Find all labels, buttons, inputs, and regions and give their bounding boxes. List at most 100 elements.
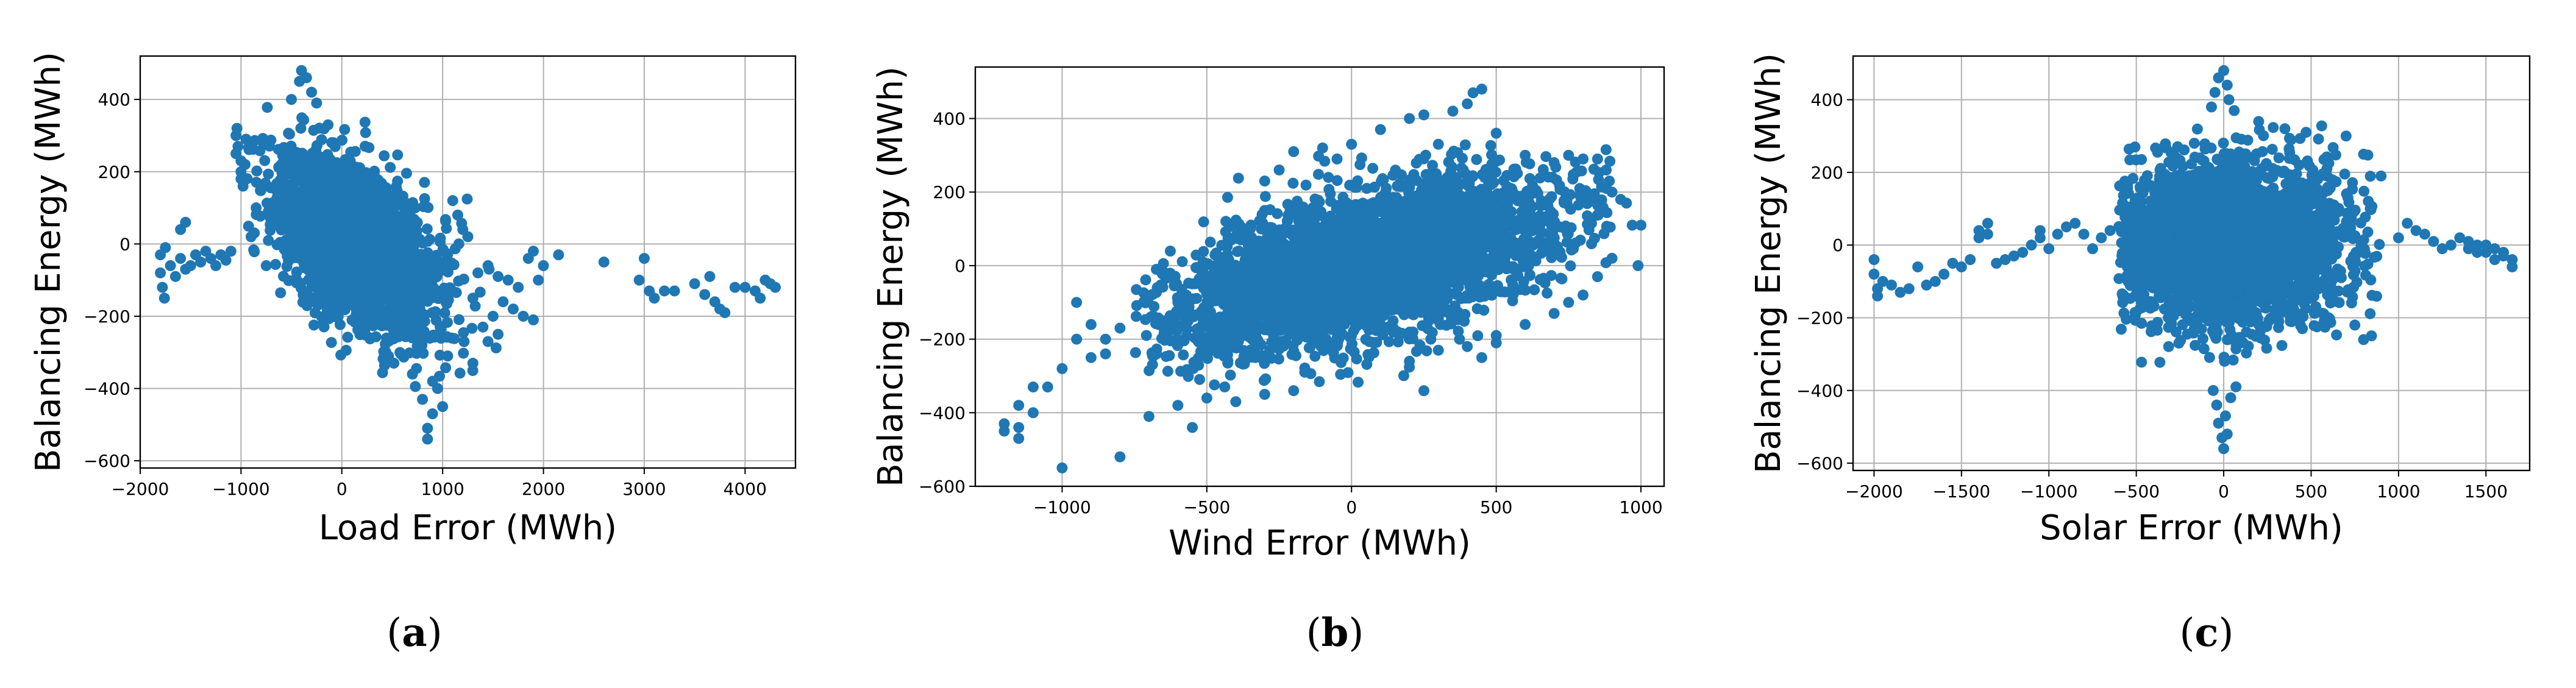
y-axis-label: Balancing Energy (MWh) (29, 52, 68, 472)
scatter-point (318, 315, 329, 327)
scatter-point (454, 314, 465, 325)
scatter-point (649, 293, 660, 304)
scatter-point (1164, 246, 1176, 257)
scatter-point (392, 270, 404, 282)
scatter-point (251, 177, 262, 188)
scatter-point (375, 282, 386, 293)
scatter-point (259, 155, 271, 166)
scatter-point (497, 296, 509, 308)
scatter-point (421, 223, 433, 235)
scatter-point (1144, 365, 1155, 377)
scatter-point (294, 163, 306, 175)
scatter-point (404, 347, 415, 359)
scatter-point (513, 282, 524, 293)
scatter-point (659, 285, 670, 297)
scatter-point (413, 289, 424, 301)
scatter-point (453, 275, 464, 287)
data-points (155, 65, 781, 445)
scatter-point (1209, 379, 1220, 391)
scatter-point (392, 196, 404, 207)
scatter-point (482, 336, 494, 347)
scatter-point (210, 260, 222, 271)
scatter-point (407, 197, 419, 208)
scatter-point (431, 271, 443, 283)
chart-panel-a: −2000 −1000 0 1000 2000 3000 4000 −600 −400 −200 0… (0, 0, 853, 688)
scatter-point (232, 141, 244, 152)
scatter-point (430, 257, 442, 268)
scatter-point (729, 282, 741, 293)
scatter-point (1555, 272, 1567, 284)
scatter-point (175, 253, 187, 264)
panel-caption: (a) (386, 610, 442, 656)
scatter-point (538, 260, 549, 271)
x-tick-label: 0 (336, 479, 347, 499)
scatter-point (311, 140, 323, 151)
scatter-point (533, 274, 544, 286)
scatter-point (225, 246, 237, 257)
scatter-point (266, 220, 277, 232)
scatter-point (441, 291, 453, 303)
scatter-point (1353, 377, 1364, 388)
plot-area (139, 55, 797, 469)
scatter-point (1287, 177, 1299, 189)
scatter-point (453, 238, 464, 250)
scatter-point (419, 177, 430, 188)
scatter-point (309, 214, 321, 225)
scatter-point (297, 296, 308, 308)
scatter-point (320, 199, 332, 210)
scatter-point (1362, 349, 1374, 360)
x-tick-label: 4000 (724, 479, 767, 499)
scatter-point (280, 206, 291, 218)
scatter-point (441, 317, 453, 328)
scatter-point (363, 247, 375, 258)
scatter-point (417, 394, 429, 405)
scatter-point (374, 191, 385, 203)
scatter-point (261, 197, 272, 209)
scatter-point (381, 294, 393, 306)
scatter-point (1323, 172, 1334, 183)
scatter-point (407, 368, 418, 380)
scatter-point (418, 347, 429, 359)
scatter-point (341, 249, 352, 260)
scatter-point (312, 299, 324, 311)
scatter-point (408, 213, 420, 225)
scatter-point (447, 195, 458, 207)
scatter-point (440, 215, 452, 227)
scatter-point (669, 285, 680, 297)
scatter-point (349, 146, 361, 157)
scatter-point (251, 202, 262, 214)
x-tick-label: 3000 (622, 479, 666, 499)
scatter-point (433, 289, 444, 300)
scatter-point (245, 231, 257, 243)
scatter-point (764, 278, 776, 289)
scatter-point (467, 358, 479, 369)
scatter-point (350, 303, 361, 314)
scatter-point (321, 284, 332, 296)
y-tick-label: 200 (98, 162, 130, 182)
scatter-point (358, 328, 369, 339)
scatter-point (334, 319, 346, 330)
scatter-point (1540, 151, 1552, 162)
scatter-point (397, 244, 408, 256)
scatter-point (458, 336, 470, 347)
scatter-point (291, 277, 302, 289)
scatter-point (528, 314, 539, 325)
scatter-point (472, 267, 484, 278)
scatter-point (310, 174, 322, 186)
scatter-point (1442, 172, 1453, 183)
scatter-point (422, 433, 433, 445)
scatter-point (1588, 163, 1599, 175)
scatter-point (1414, 339, 1426, 351)
scatter-point (400, 168, 412, 179)
scatter-point (467, 293, 479, 304)
scatter-point (437, 401, 449, 413)
scatter-point (329, 249, 341, 260)
scatter-point (391, 283, 402, 295)
scatter-point (1452, 282, 1464, 293)
scatter-point (350, 222, 362, 233)
scatter-point (444, 282, 455, 294)
scatter-point (381, 197, 393, 209)
scatter-point (430, 306, 441, 317)
scatter-point (391, 313, 403, 325)
y-tick-label: −200 (84, 307, 130, 327)
